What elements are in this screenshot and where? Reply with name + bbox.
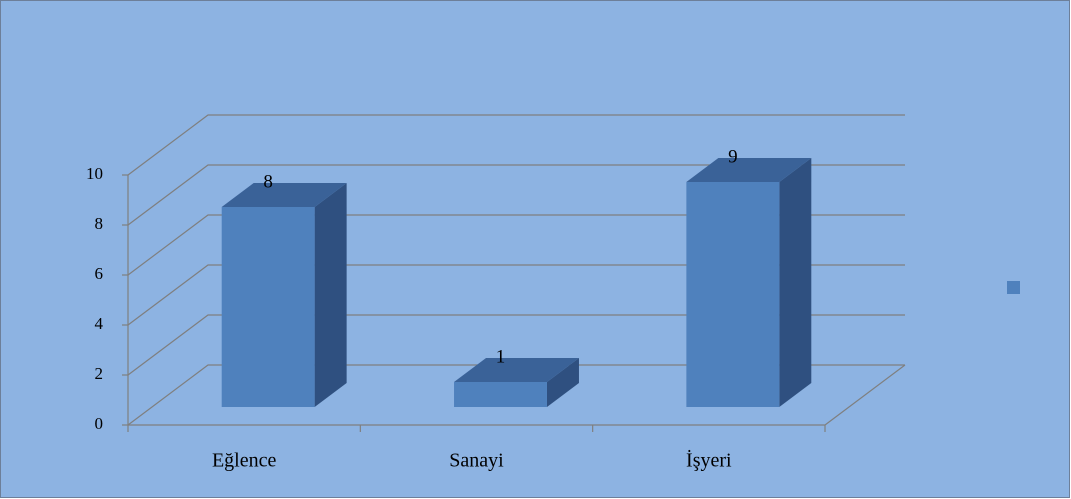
x-tick-label: Eğlence — [212, 450, 277, 472]
data-label: 1 — [496, 346, 506, 367]
data-label: 9 — [728, 146, 738, 167]
bar — [221, 207, 315, 407]
y-tick-label: 0 — [95, 414, 104, 433]
bar-top — [686, 158, 812, 182]
y-tick-label: 10 — [86, 164, 103, 183]
grid-line — [127, 364, 905, 426]
bar-side — [546, 358, 579, 407]
y-tick-label: 6 — [95, 264, 104, 283]
y-tick-label: 2 — [95, 364, 104, 383]
bar-top — [221, 183, 347, 207]
data-label: 8 — [263, 171, 273, 192]
x-tick-label: Sanayi — [449, 450, 504, 472]
grid-line — [127, 164, 905, 226]
bar — [686, 182, 780, 407]
y-tick-label: 4 — [95, 314, 104, 333]
legend-swatch — [1007, 281, 1020, 294]
x-tick-label: İşyeri — [686, 449, 732, 472]
bar-top — [454, 358, 579, 382]
y-tick-label: 8 — [95, 214, 104, 233]
grid-line — [127, 264, 905, 326]
grid-line — [127, 114, 905, 176]
bar — [454, 382, 547, 407]
bar-side — [314, 183, 347, 407]
grid-line — [127, 314, 905, 376]
bar-side — [779, 158, 812, 407]
grid-line — [127, 214, 905, 276]
